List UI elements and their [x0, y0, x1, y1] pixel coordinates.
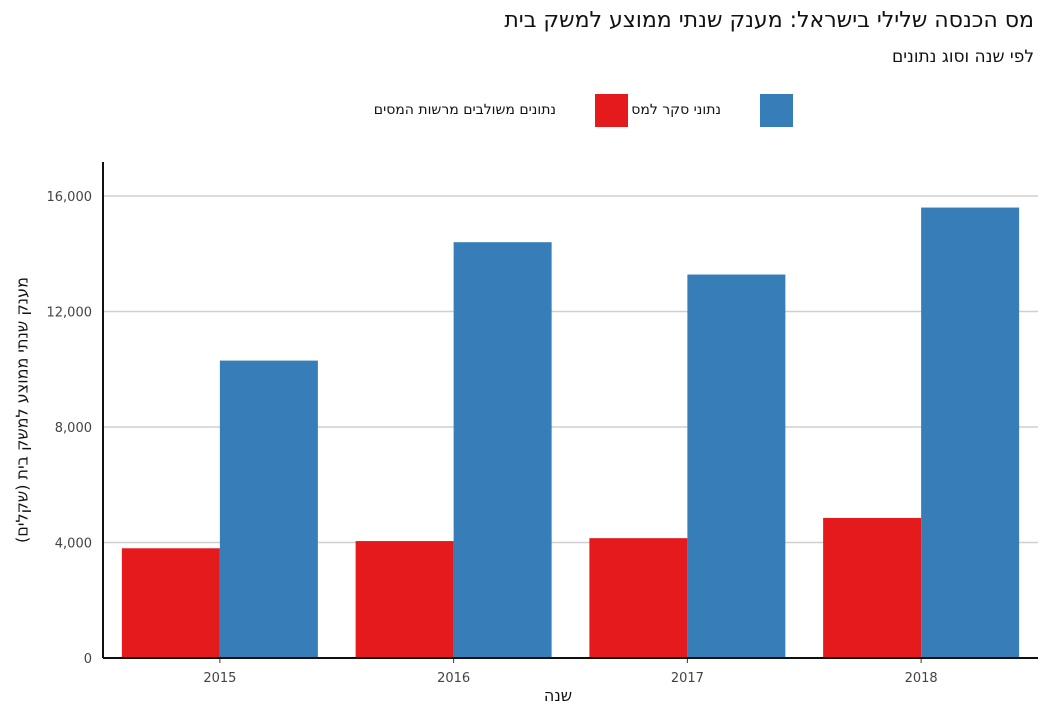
bar-combined-2017: [589, 538, 688, 658]
legend: נתוני סקר למס נתונים משולבים מרשות המסים: [0, 94, 1041, 130]
y-tick-label: 4,000: [55, 537, 92, 552]
legend-label-survey: נתוני סקר למס: [631, 102, 721, 118]
y-tick-label: 12,000: [47, 306, 93, 321]
bar-survey-2018: [921, 207, 1020, 659]
y-tick-label: 16,000: [47, 190, 93, 205]
bar-survey-2016: [453, 242, 552, 658]
bar-combined-2018: [823, 517, 922, 658]
bar-survey-2015: [219, 360, 318, 658]
x-tick-label: 2016: [437, 671, 470, 686]
legend-swatch-combined: [595, 94, 628, 127]
x-tick-label: 2018: [905, 671, 938, 686]
legend-swatch-survey: [760, 94, 793, 127]
bar-survey-2017: [687, 274, 786, 658]
x-tick-label: 2015: [203, 671, 236, 686]
chart-title: מס הכנסה שלילי בישראל: מענק שנתי ממוצע ל…: [504, 8, 1034, 33]
bar-combined-2015: [121, 548, 220, 658]
y-axis-label: מענק שנתי ממוצע למשק בית (שקלים): [12, 277, 32, 543]
bar-combined-2016: [355, 541, 454, 658]
x-axis-label: שנה: [543, 686, 573, 705]
y-tick-label: 0: [84, 652, 92, 667]
chart-subtitle: לפי שנה וסוג נתונים: [891, 47, 1034, 67]
x-tick-label: 2017: [671, 671, 704, 686]
y-tick-label: 8,000: [55, 421, 92, 436]
legend-label-combined: נתונים משולבים מרשות המסים: [373, 102, 556, 118]
